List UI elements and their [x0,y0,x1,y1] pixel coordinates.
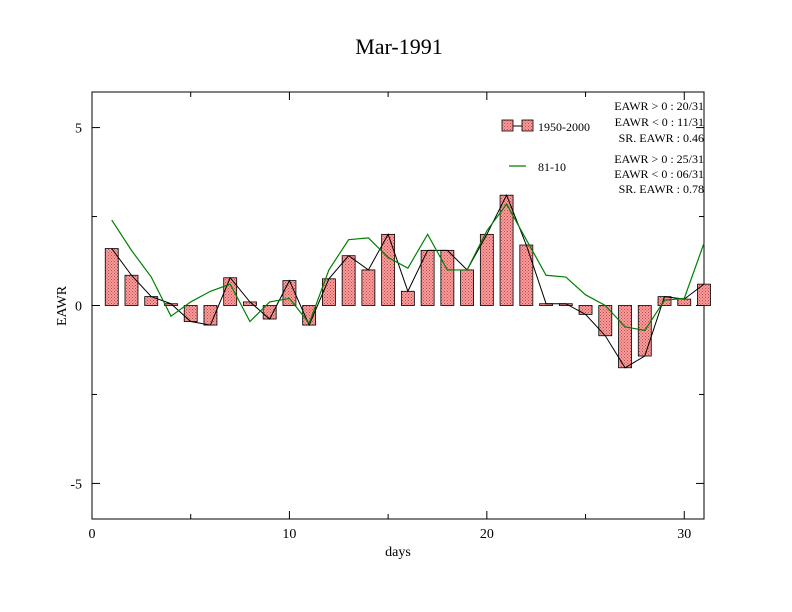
chart-title: Mar-1991 [355,34,443,59]
legend-swatch-1950-2000-left [501,119,514,132]
bar [677,298,692,306]
axes-group: 0 10 20 30 -5 0 5 [70,92,704,542]
stat-1950-pos: EAWR > 0 : 20/31 [614,99,704,113]
legend-label-1950-2000: 1950-2000 [538,120,590,134]
bar [519,244,534,306]
y-tick-label: 0 [75,300,82,315]
bar [578,305,593,315]
bar [460,269,474,306]
bar [341,255,356,306]
x-tick-label: 30 [677,527,691,542]
bar [400,290,415,306]
bar [420,249,435,306]
stat-8110-sr: SR. EAWR : 0.78 [619,182,704,196]
y-tick-label: 5 [75,122,82,137]
bar [104,248,119,306]
stat-8110-pos: EAWR > 0 : 25/31 [614,152,704,166]
bar [618,305,632,369]
stat-8110-neg: EAWR < 0 : 06/31 [614,167,704,181]
x-tick-label: 0 [89,527,96,542]
bar [262,305,277,320]
x-tick-label: 20 [480,527,494,542]
bar [282,280,297,306]
x-tick-label: 10 [282,527,296,542]
bars-group [104,194,711,369]
bar [183,305,198,322]
stat-1950-neg: EAWR < 0 : 11/31 [615,115,704,129]
bar [479,233,494,306]
bar [361,269,376,306]
stat-1950-sr: SR. EAWR : 0.46 [619,131,704,145]
stats-annotations: EAWR > 0 : 20/31 EAWR < 0 : 11/31 SR. EA… [614,99,704,196]
y-tick-label: -5 [70,477,82,492]
legend-label-81-10: 81-10 [538,160,566,174]
series-line-81-10 [111,202,705,332]
series-line-1950-2000 [111,193,705,369]
x-axis-label: days [385,545,411,560]
lines-group [111,193,705,369]
legend-swatch-1950-2000-right [521,119,534,132]
legend: 1950-2000 81-10 [501,119,590,174]
y-axis-label: EAWR [55,285,70,326]
plot-frame [91,91,705,520]
bar [440,249,455,306]
bar [381,233,396,306]
